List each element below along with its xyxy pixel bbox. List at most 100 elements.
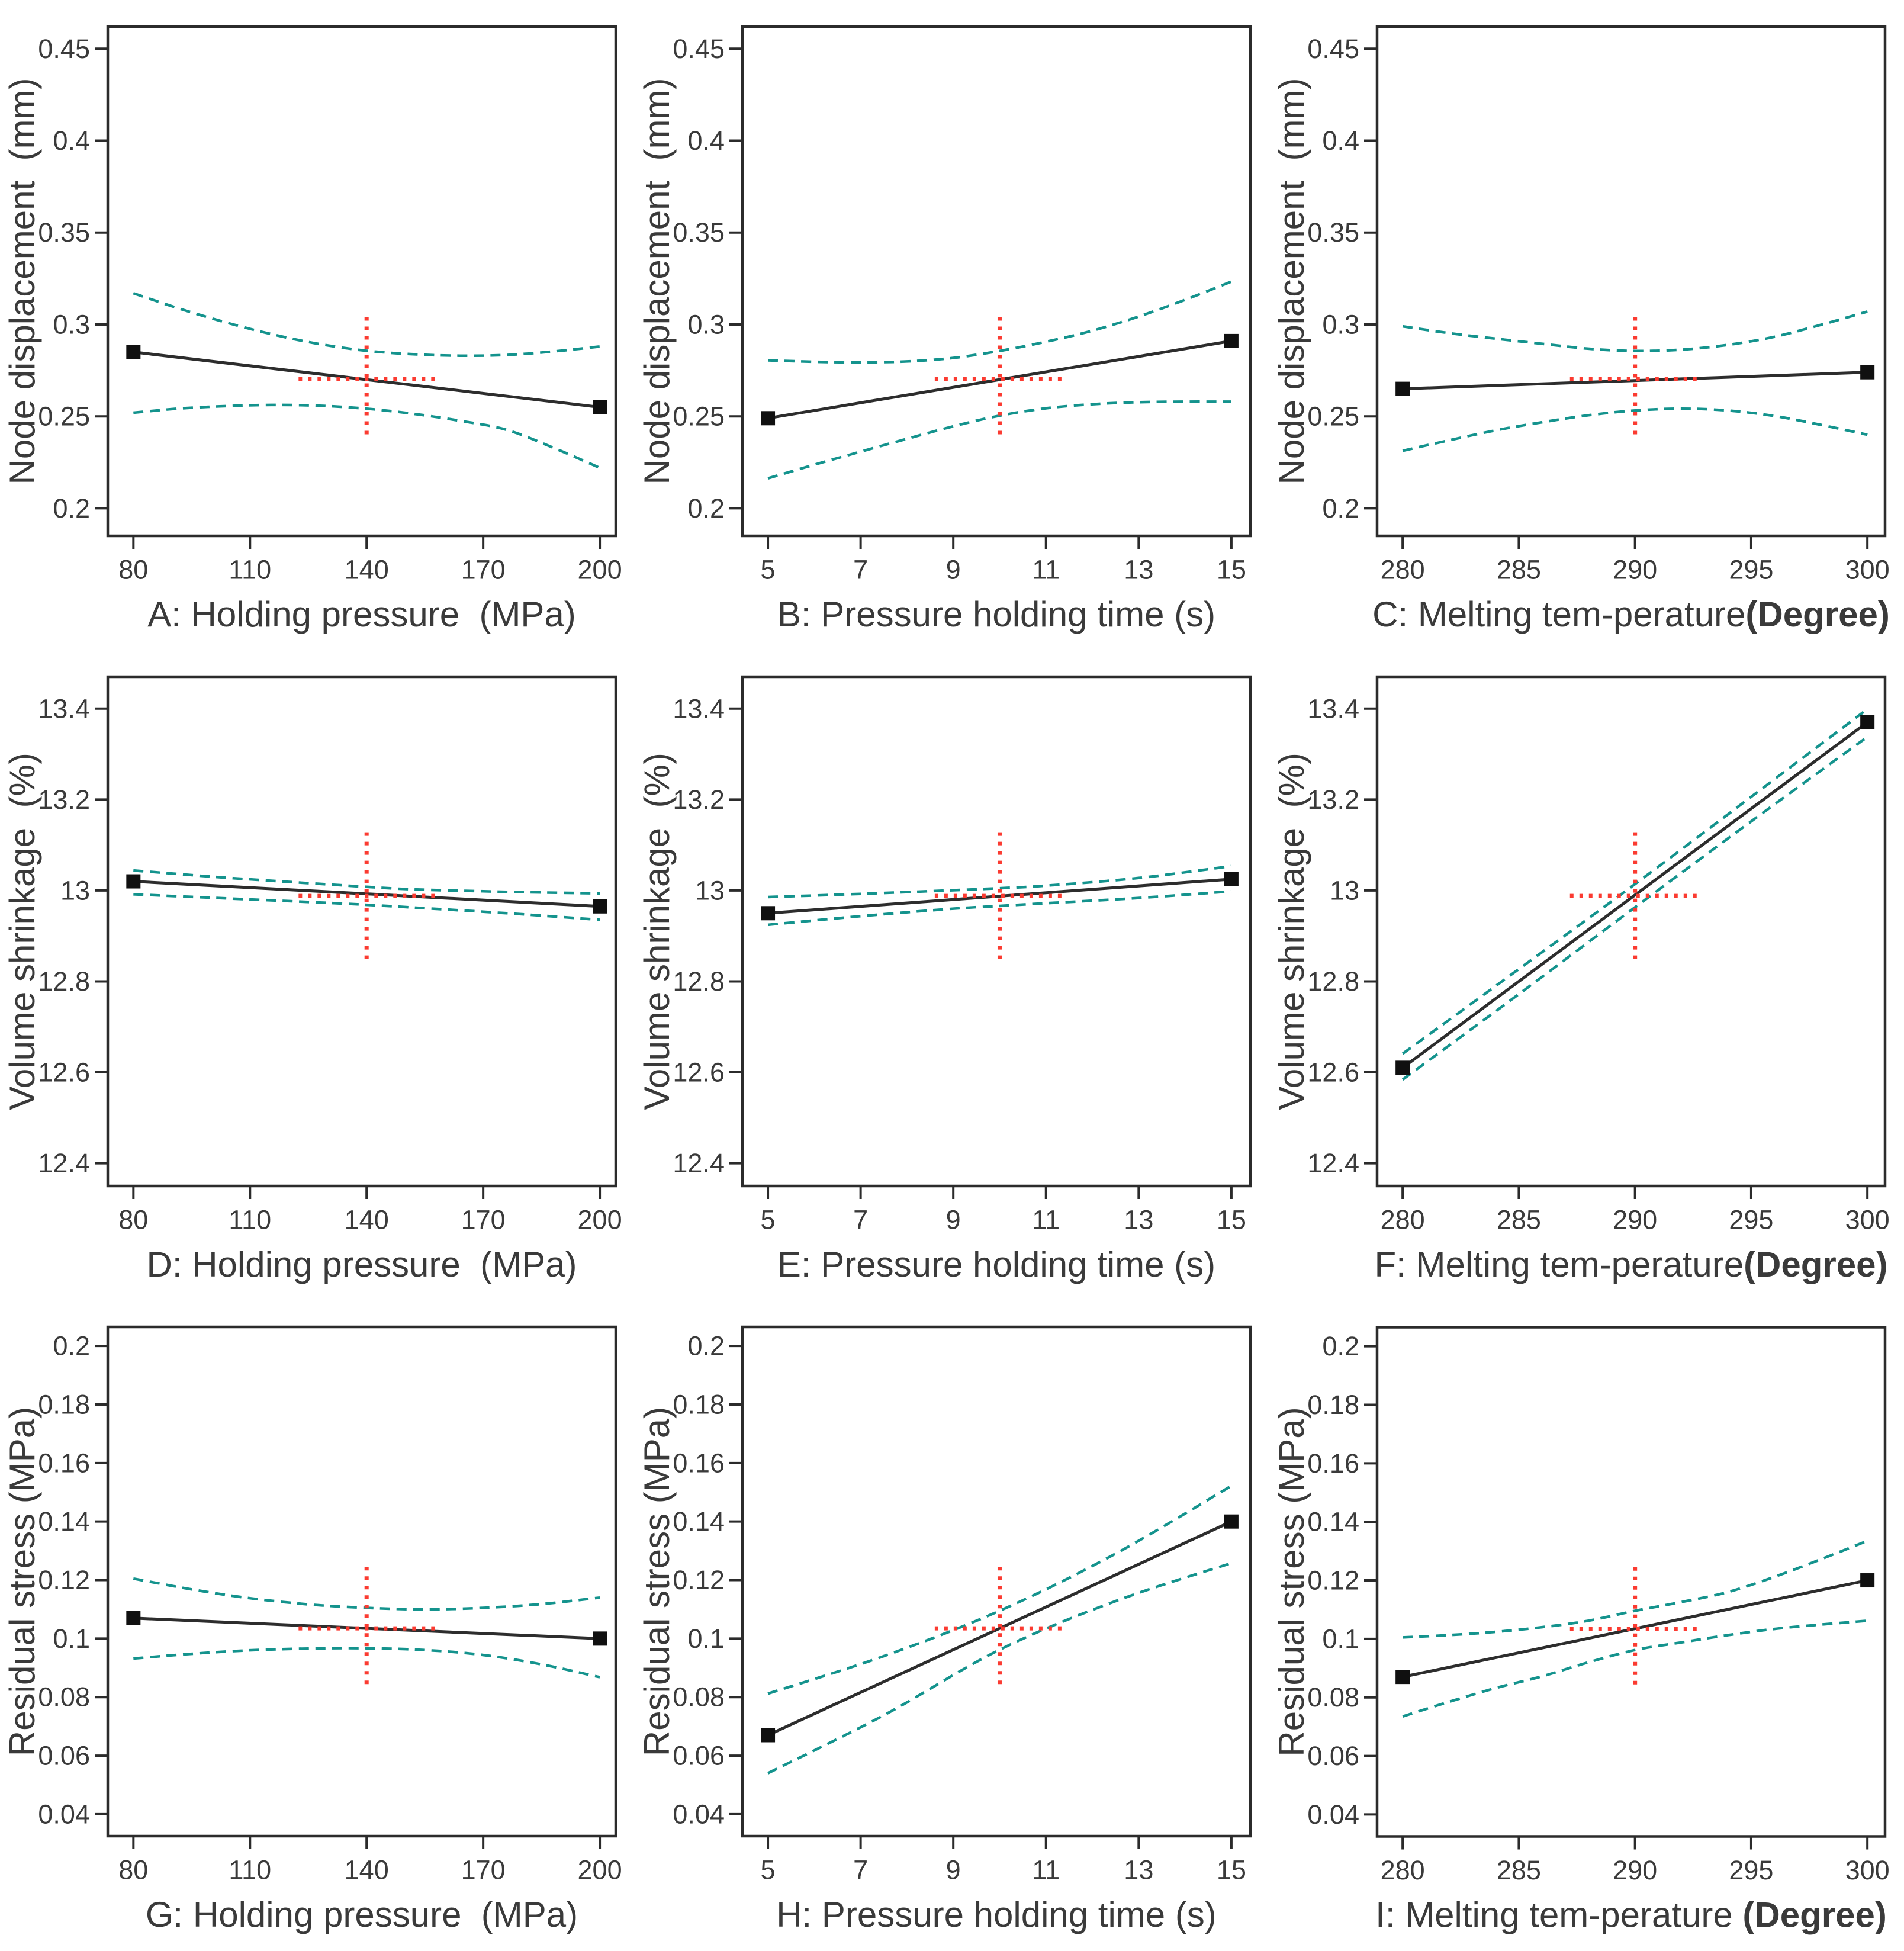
- x-tick-label: 80: [118, 1855, 148, 1885]
- endpoint-marker: [593, 1631, 607, 1646]
- y-tick-label: 0.06: [673, 1741, 725, 1771]
- y-tick-label: 0.35: [1307, 217, 1359, 248]
- chart-cell-c: 0.2 0.25 0.3 0.35 0.4 0.45 280 285 290 295 300 C: M…: [1269, 0, 1904, 650]
- y-axis-label: Residual stress (MPa): [1272, 1407, 1311, 1756]
- ci-lower-curve: [1402, 407, 1868, 452]
- endpoint-marker: [126, 874, 141, 889]
- endpoint-marker: [126, 1611, 141, 1625]
- x-tick-label: 300: [1845, 1855, 1890, 1885]
- x-tick-label: 7: [853, 1855, 868, 1885]
- x-tick-label: 295: [1729, 555, 1773, 585]
- x-tick-label: 110: [229, 555, 271, 585]
- plot-border: [741, 1325, 1252, 1838]
- endpoint-marker: [1224, 872, 1239, 886]
- chart-cell-h: 0.04 0.06 0.08 0.1 0.12 0.14 0.16 0.18 0.2 5 7 9 11 1…: [635, 1300, 1269, 1951]
- y-axis-label: Residual stress (MPa): [637, 1407, 677, 1756]
- endpoint-marker: [126, 345, 141, 359]
- y-tick-label: 0.2: [687, 493, 725, 523]
- y-tick-label: 0.25: [1307, 401, 1359, 432]
- x-tick-label: 290: [1613, 1855, 1657, 1885]
- y-tick-label: 0.04: [1307, 1799, 1359, 1830]
- y-tick-label: 0.3: [53, 309, 90, 339]
- y-tick-label: 0.2: [1322, 493, 1359, 523]
- endpoint-marker: [1395, 381, 1410, 396]
- y-tick-label: 0.16: [1307, 1448, 1359, 1478]
- y-tick-label: 0.1: [687, 1624, 725, 1654]
- endpoint-marker: [593, 899, 607, 914]
- y-tick-label: 0.3: [1322, 309, 1359, 339]
- y-tick-label: 0.35: [38, 217, 90, 248]
- y-tick-label: 0.08: [673, 1682, 725, 1712]
- y-tick-label: 0.4: [53, 126, 90, 156]
- y-tick-label: 13.2: [673, 785, 725, 815]
- y-tick-label: 0.35: [673, 217, 725, 248]
- y-tick-label: 0.1: [53, 1624, 90, 1654]
- x-tick-label: 9: [946, 1205, 961, 1235]
- chart-cell-g: 0.04 0.06 0.08 0.1 0.12 0.14 0.16 0.18 0.2 80 110 1…: [0, 1300, 635, 1951]
- x-tick-label: 5: [761, 1855, 776, 1885]
- ci-lower-curve: [133, 403, 600, 470]
- x-tick-label: 200: [578, 1205, 622, 1235]
- chart-node-displacement-vs-melting-temperature: 0.2 0.25 0.3 0.35 0.4 0.45 280 285 290 295 300 C: M…: [1272, 25, 1890, 634]
- plot-border: [106, 675, 617, 1188]
- x-tick-label: 200: [578, 555, 622, 585]
- plot-border: [106, 1325, 617, 1838]
- plot-border: [741, 25, 1252, 538]
- y-tick-label: 0.04: [673, 1799, 725, 1829]
- x-tick-label: 13: [1124, 1855, 1153, 1885]
- x-tick-label: 80: [118, 1205, 148, 1235]
- y-tick-label: 0.25: [673, 401, 725, 432]
- chart-cell-f: 12.4 12.6 12.8 13 13.2 13.4 280 285 290 295 300 F: …: [1269, 650, 1904, 1300]
- y-tick-label: 12.6: [1307, 1058, 1359, 1088]
- endpoint-marker: [761, 906, 776, 921]
- y-tick-label: 12.8: [673, 966, 725, 997]
- x-tick-label: 110: [229, 1855, 271, 1885]
- plot-border: [106, 25, 617, 538]
- chart-cell-b: 0.2 0.25 0.3 0.35 0.4 0.45 5 7 9 11 13 15 B: Pressur…: [635, 0, 1269, 650]
- x-axis-label: H: Pressure holding time (s): [776, 1895, 1217, 1934]
- ci-lower-curve: [1401, 735, 1868, 1081]
- x-tick-label: 140: [345, 1855, 389, 1885]
- y-tick-label: 0.2: [53, 1331, 90, 1361]
- y-tick-label: 12.8: [1307, 966, 1359, 997]
- y-tick-label: 0.18: [673, 1389, 725, 1419]
- ci-upper-curve: [768, 864, 1232, 899]
- endpoint-marker: [1860, 715, 1875, 729]
- plot-border: [1375, 1326, 1887, 1838]
- x-tick-label: 11: [1032, 555, 1060, 585]
- chart-cell-e: 12.4 12.6 12.8 13 13.2 13.4 5 7 9 11 13 15 E: Pressu…: [635, 650, 1269, 1300]
- x-tick-label: 5: [761, 555, 776, 585]
- x-axis-label: B: Pressure holding time (s): [777, 594, 1215, 634]
- chart-cell-a: 0.2 0.25 0.3 0.35 0.4 0.45 80 110 140 170 200 A: Ho…: [0, 0, 635, 650]
- y-tick-label: 0.04: [38, 1799, 90, 1829]
- y-axis-label: Residual stress (MPa): [2, 1407, 42, 1756]
- x-tick-label: 280: [1381, 555, 1425, 585]
- x-tick-label: 9: [946, 1855, 961, 1885]
- y-tick-label: 13.4: [673, 693, 725, 724]
- x-tick-label: 290: [1613, 555, 1657, 585]
- x-tick-label: 11: [1032, 1855, 1060, 1885]
- x-tick-label: 285: [1497, 555, 1541, 585]
- chart-cell-d: 12.4 12.6 12.8 13 13.2 13.4 80 110 140 170 200 D: H…: [0, 650, 635, 1300]
- effect-line: [1401, 721, 1868, 1069]
- y-tick-label: 0.12: [38, 1565, 90, 1595]
- x-tick-label: 170: [461, 1205, 506, 1235]
- x-axis-label: E: Pressure holding time (s): [777, 1245, 1215, 1284]
- endpoint-marker: [761, 411, 776, 426]
- ci-lower-curve: [767, 1561, 1232, 1775]
- y-tick-label: 0.4: [1322, 126, 1359, 156]
- effect-line: [767, 1520, 1232, 1737]
- plot-border: [1375, 675, 1887, 1188]
- x-tick-label: 7: [853, 555, 868, 585]
- y-tick-label: 0.18: [38, 1389, 90, 1419]
- y-tick-label: 12.6: [38, 1058, 90, 1088]
- endpoint-marker: [1395, 1670, 1410, 1685]
- y-tick-label: 0.06: [38, 1741, 90, 1771]
- endpoint-marker: [761, 1728, 776, 1743]
- y-tick-label: 0.2: [687, 1331, 725, 1361]
- chart-node-displacement-vs-pressure-holding-time: 0.2 0.25 0.3 0.35 0.4 0.45 5 7 9 11 13 15B: Pressur…: [637, 25, 1252, 634]
- x-tick-label: 15: [1217, 555, 1246, 585]
